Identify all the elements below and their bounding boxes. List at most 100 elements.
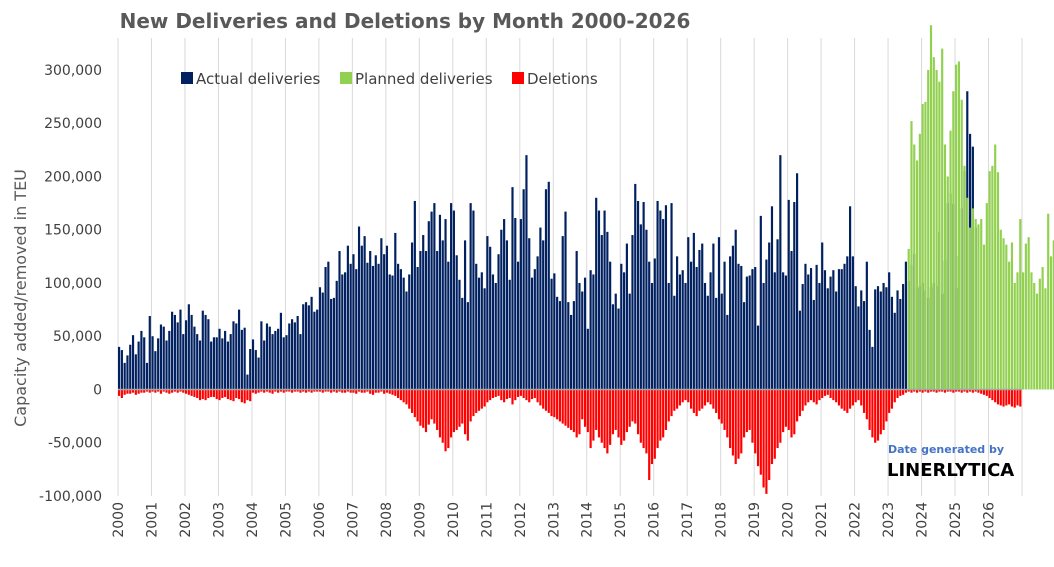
bar [899,389,902,396]
bar [837,269,841,390]
bar [544,189,548,390]
bar [583,389,587,427]
bar [915,389,919,393]
bar [692,389,695,413]
bar [826,389,829,395]
bar [357,226,361,390]
bar [617,389,620,438]
bar [678,274,681,390]
bar [737,389,740,459]
bar [963,389,966,392]
bar [201,310,204,390]
bar [282,337,285,390]
bar [293,389,296,392]
bar [701,389,704,409]
bar [436,251,439,390]
bar [416,389,419,422]
bar [542,389,545,409]
bar [896,290,899,390]
bar [849,389,852,409]
bar [357,389,361,392]
bar [246,389,249,401]
bar [575,251,578,390]
bar [184,389,188,394]
bar [773,389,776,459]
bar [770,389,774,465]
bar [251,389,255,393]
bar [525,389,528,401]
bar [1049,256,1053,390]
bar [628,389,631,427]
bar [285,389,288,392]
bar [578,389,581,435]
bar [346,245,349,390]
bar [701,243,704,390]
bar [184,320,188,390]
x-tick-label: 2009 [412,502,428,538]
bar [341,389,344,393]
bar [226,341,229,390]
bar [410,242,414,390]
bar [617,308,620,390]
bar [575,389,578,438]
bar [821,242,824,390]
bar [567,302,570,390]
bar [687,389,690,403]
x-tick-label: 2024 [915,502,931,538]
bar [971,208,974,390]
x-tick-label: 2013 [546,502,562,538]
bar [977,389,980,393]
bar [745,276,748,390]
bar [196,334,199,390]
bars [118,25,1054,494]
bar [463,240,467,390]
bar [999,229,1002,390]
bar [648,261,651,390]
bar [173,389,176,392]
bar [645,389,648,454]
bar [910,121,913,390]
bar [463,389,467,435]
bar [1035,293,1039,390]
bar [215,389,218,400]
bar [318,287,322,390]
bar [148,389,151,393]
bar [885,389,888,422]
bar [263,340,266,390]
bar [123,389,126,395]
bar [290,319,294,390]
bar [383,389,386,394]
bar [424,251,428,390]
bar [751,389,754,443]
bar [1019,389,1022,407]
bar [893,389,896,403]
bar [706,295,709,390]
bar [310,389,313,393]
bar [731,245,735,390]
bar [586,389,589,433]
bar [399,269,402,390]
bar [676,389,679,409]
bar [634,389,637,424]
bar [171,311,174,390]
bar [182,389,185,393]
bar [581,389,584,420]
bar [974,389,977,392]
bar [656,200,659,390]
bar [796,173,799,390]
bar [212,337,216,390]
bar [408,389,411,409]
bar [349,263,352,390]
bar [862,301,866,390]
bar [224,389,227,397]
bar [391,275,394,390]
bar [915,160,919,390]
bar [681,389,684,403]
bar [564,211,567,390]
bar [268,389,271,393]
bar [854,389,857,403]
bar [611,304,615,390]
bar [949,389,952,392]
bar [402,277,405,390]
legend-label-actual: Actual deliveries [196,70,321,88]
